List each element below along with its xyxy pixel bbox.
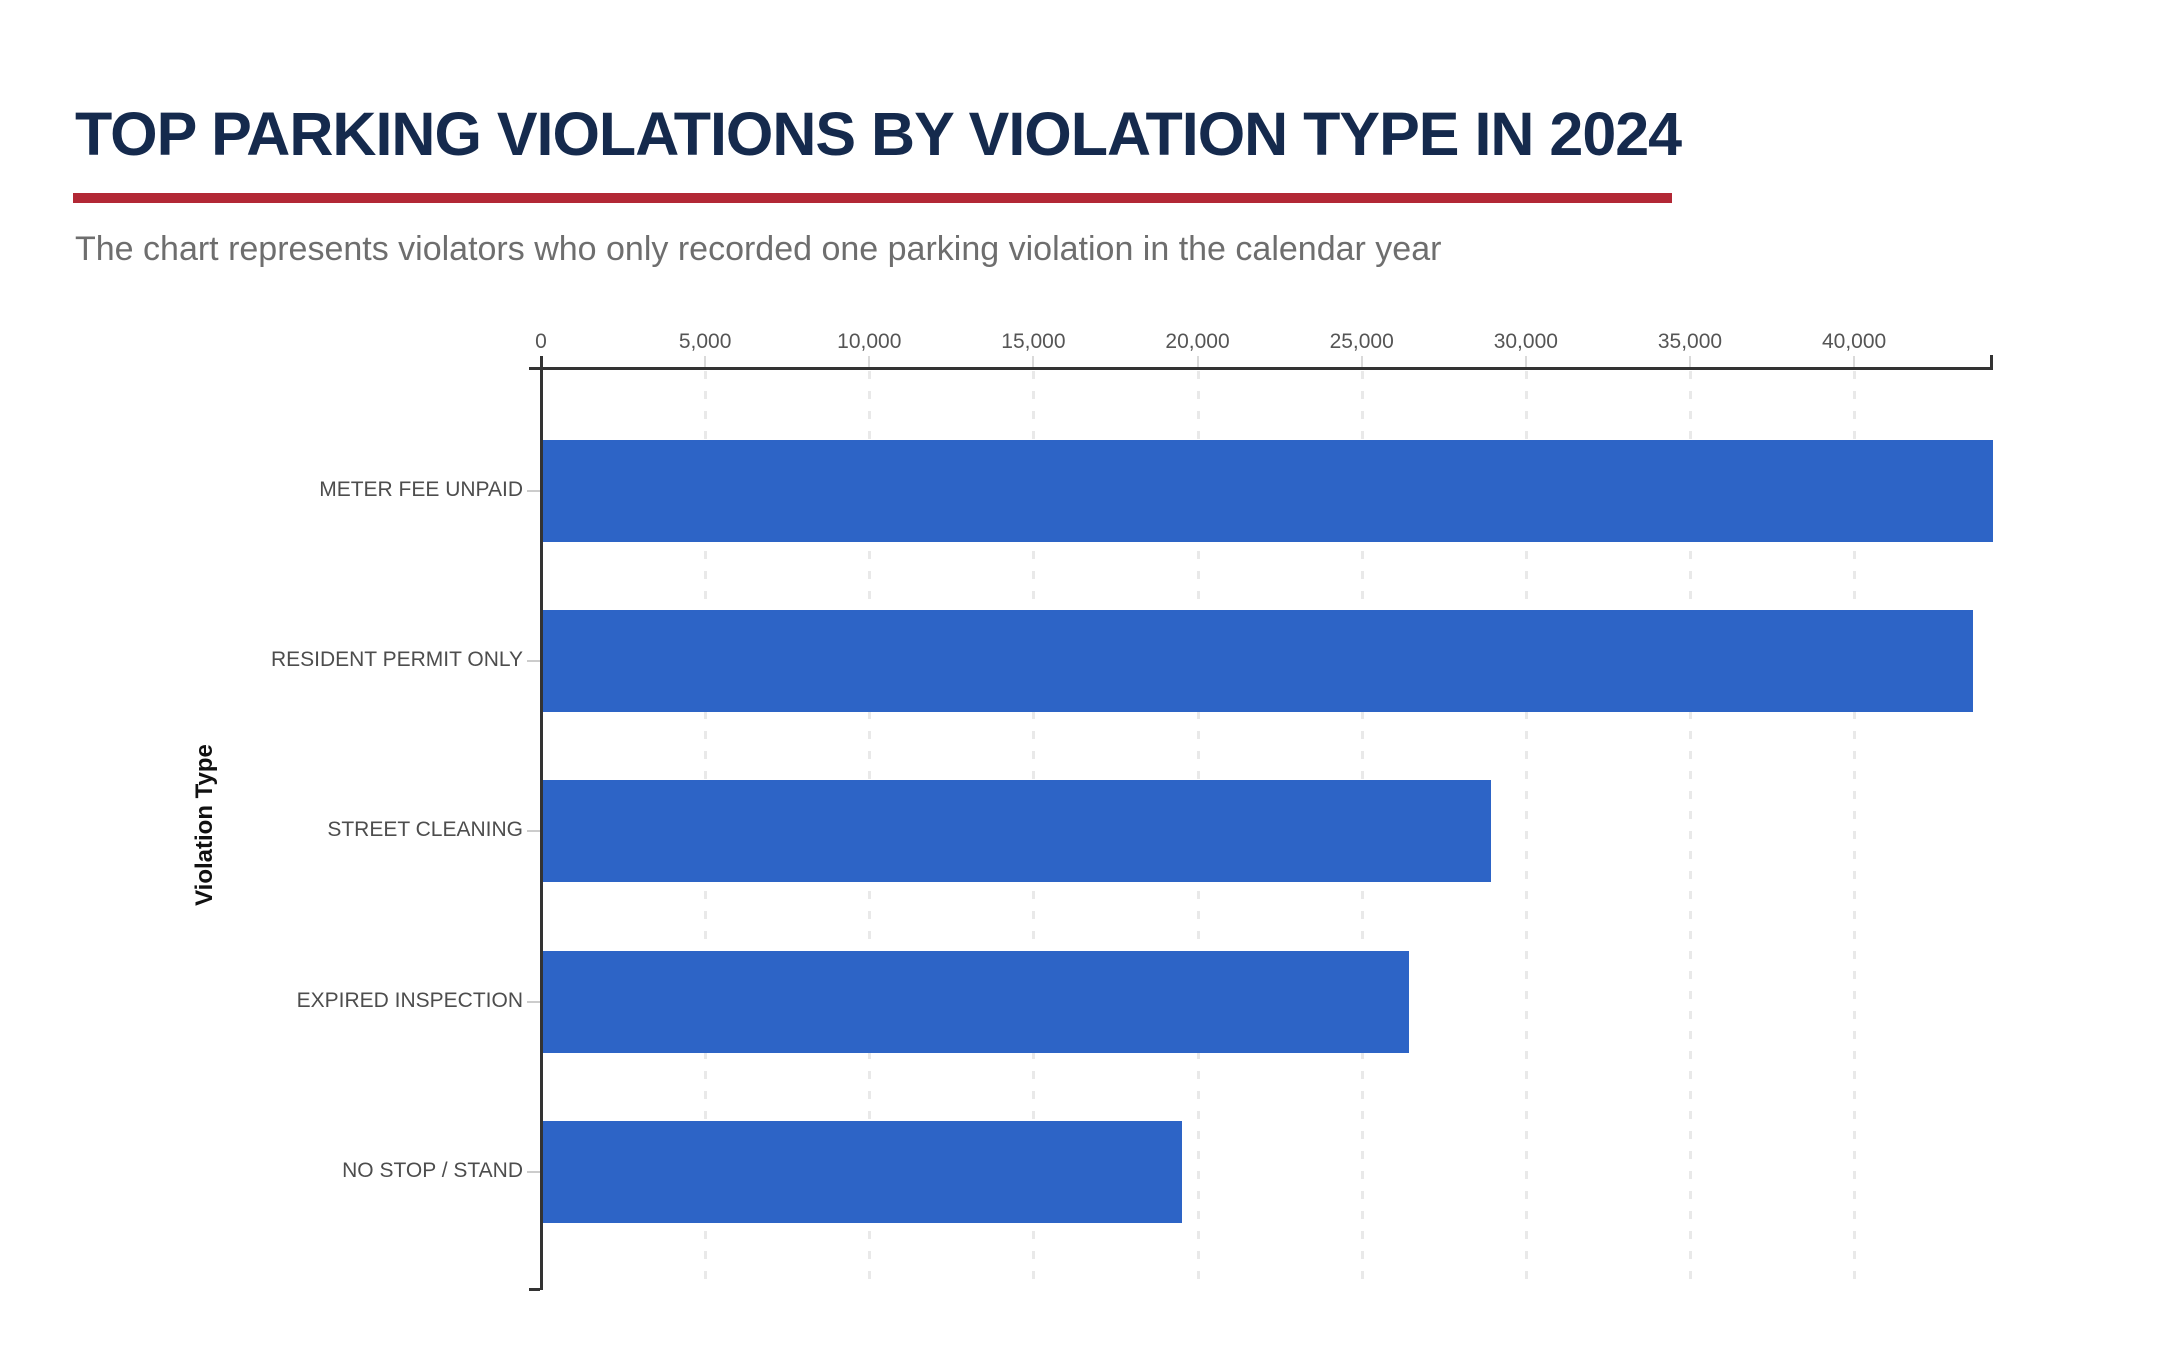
category-tick-expired-inspection: [527, 1000, 540, 1003]
x-tick-mark-25000: [1360, 356, 1363, 368]
x-tick-label-20000: 20,000: [1165, 330, 1230, 353]
x-tick-mark-35000: [1688, 356, 1691, 368]
x-tick-label-35000: 35,000: [1657, 330, 1723, 353]
x-tick-label-5000: 5,000: [678, 330, 732, 353]
x-tick-mark-40000: [1853, 356, 1856, 368]
bar-resident-permit-only: [542, 610, 1974, 713]
title-accent-rule: [73, 193, 1672, 203]
category-tick-street-cleaning: [527, 830, 540, 833]
x-tick-label-30000: 30,000: [1493, 330, 1558, 353]
chart-title: TOP PARKING VIOLATIONS BY VIOLATION TYPE…: [75, 100, 1682, 168]
y-axis-end-tick: [529, 1288, 540, 1291]
x-tick-label-25000: 25,000: [1329, 330, 1394, 353]
category-label-street-cleaning: STREET CLEANING: [327, 818, 523, 842]
category-tick-meter-fee-unpaid: [527, 490, 540, 492]
category-label-meter-fee-unpaid: METER FEE UNPAID: [319, 478, 523, 501]
gridline-30000: [1524, 371, 1528, 1290]
y-axis-line: [540, 356, 543, 1290]
bar-street-cleaning: [542, 780, 1491, 883]
category-label-expired-inspection: EXPIRED INSPECTION: [296, 988, 523, 1012]
category-tick-resident-permit-only: [527, 660, 540, 663]
bar-expired-inspection: [542, 950, 1409, 1053]
x-tick-mark-5000: [704, 356, 707, 368]
gridline-35000: [1688, 371, 1692, 1290]
gridline-40000: [1853, 371, 1857, 1290]
x-tick-mark-20000: [1196, 356, 1199, 368]
category-tick-no-stop-stand: [527, 1170, 540, 1173]
x-tick-label-15000: 15,000: [1001, 330, 1066, 353]
x-tick-mark-15000: [1032, 356, 1035, 368]
bar-meter-fee-unpaid: [542, 440, 1993, 542]
x-axis-end-tick: [1990, 355, 1993, 367]
bar-no-stop-stand: [542, 1120, 1183, 1223]
chart-subtitle: The chart represents violators who only …: [75, 230, 1442, 268]
x-tick-mark-30000: [1524, 356, 1527, 368]
category-label-no-stop-stand: NO STOP / STAND: [342, 1158, 523, 1182]
x-tick-mark-10000: [868, 356, 871, 368]
x-tick-label-0: 0: [535, 330, 547, 353]
x-axis-line: [529, 367, 1993, 370]
x-tick-label-40000: 40,000: [1821, 330, 1887, 353]
category-label-resident-permit-only: RESIDENT PERMIT ONLY: [270, 648, 523, 672]
x-tick-label-10000: 10,000: [837, 330, 902, 353]
